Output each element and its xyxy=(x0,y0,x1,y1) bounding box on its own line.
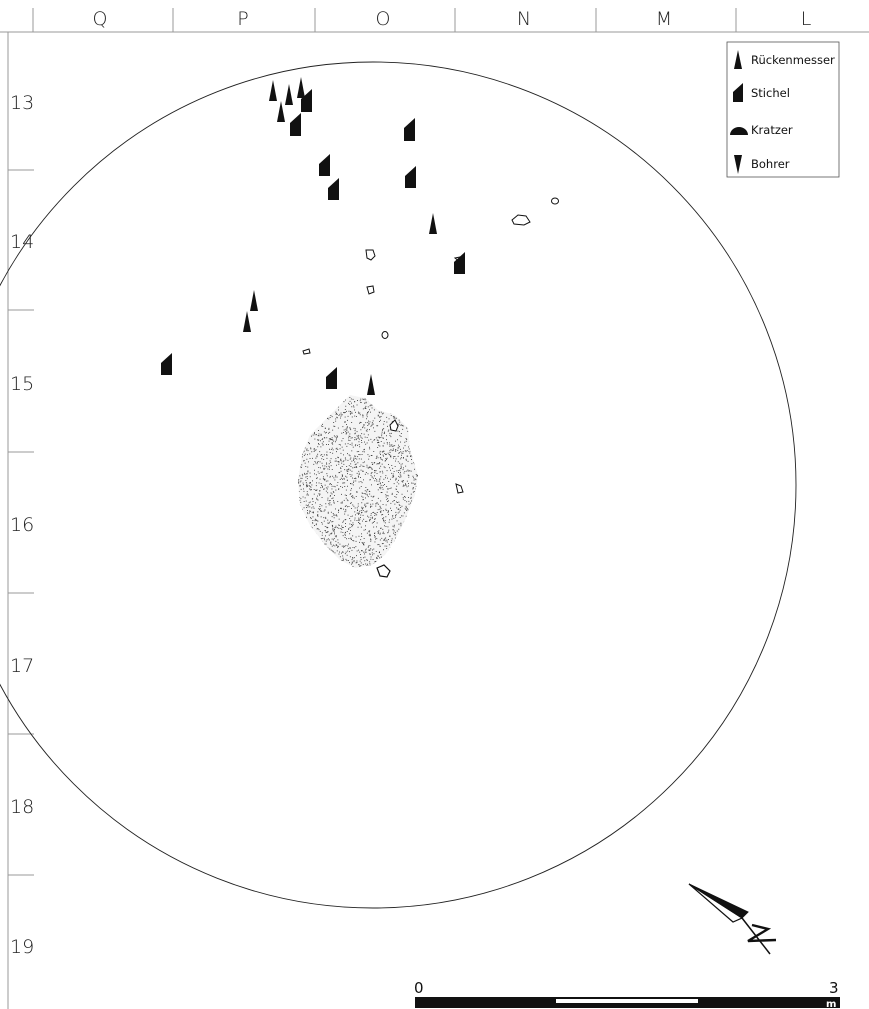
scale-bar-segment xyxy=(556,999,698,1003)
backed-blade-triangle-icon xyxy=(277,101,285,122)
scale-bar: 0 3 m xyxy=(414,979,840,1009)
row-label-15: 15 xyxy=(10,373,34,395)
stone xyxy=(303,349,310,354)
burin-trapezoid-icon xyxy=(328,178,339,200)
north-letter-n xyxy=(748,925,776,941)
row-label-16: 16 xyxy=(10,514,34,536)
backed-blade-triangle-icon xyxy=(250,290,258,311)
column-label-p: P xyxy=(237,8,248,30)
scale-unit-label: m xyxy=(826,999,836,1009)
burin-trapezoid-icon xyxy=(405,166,416,188)
stone xyxy=(512,215,530,225)
north-arrow-needle xyxy=(689,884,742,922)
row-label-13: 13 xyxy=(10,92,34,114)
burin-trapezoid-icon xyxy=(290,113,301,136)
scale-end-label: 3 xyxy=(829,979,839,997)
backed-blade-triangle-icon xyxy=(243,311,251,332)
burin-trapezoid-icon xyxy=(161,353,172,375)
column-label-q: Q xyxy=(93,8,108,30)
backed-blade-triangle-icon xyxy=(429,213,437,234)
backed-blade-triangle-icon xyxy=(297,77,305,98)
legend-label-bohrer: Bohrer xyxy=(751,157,790,171)
legend-label-stichel: Stichel xyxy=(751,86,790,100)
stone xyxy=(552,198,559,204)
legend: Rückenmesser Stichel Kratzer Bohrer xyxy=(727,42,839,177)
north-arrow-icon xyxy=(689,884,776,954)
stone xyxy=(367,286,374,294)
scale-start-label: 0 xyxy=(414,979,424,997)
legend-label-kratzer: Kratzer xyxy=(751,123,793,137)
row-label-18: 18 xyxy=(10,796,34,818)
stone xyxy=(456,484,463,493)
stone xyxy=(382,332,388,339)
row-label-17: 17 xyxy=(10,655,34,677)
north-arrow-needle-fill xyxy=(689,884,748,918)
hearth-outline xyxy=(298,395,418,568)
row-label-14: 14 xyxy=(10,231,34,253)
burin-trapezoid-icon xyxy=(404,118,415,141)
burin-trapezoid-icon xyxy=(454,252,465,274)
stone xyxy=(366,250,375,260)
row-axis: 13 14 15 16 17 18 19 xyxy=(8,32,34,1009)
backed-blade-triangle-icon xyxy=(269,80,277,101)
legend-label-rueckenmesser: Rückenmesser xyxy=(751,53,835,67)
hearth-area xyxy=(296,393,421,571)
artifact-finds xyxy=(161,77,465,395)
burin-trapezoid-icon xyxy=(319,154,330,176)
column-label-m: M xyxy=(656,8,672,30)
burin-trapezoid-icon xyxy=(326,367,337,389)
backed-blade-triangle-icon xyxy=(367,374,375,395)
row-label-19: 19 xyxy=(10,936,34,958)
stone xyxy=(377,565,390,577)
column-label-n: N xyxy=(517,8,531,30)
backed-blade-triangle-icon xyxy=(285,84,293,105)
column-header: Q P O N M L xyxy=(0,8,869,32)
column-label-o: O xyxy=(376,8,391,30)
column-label-l: L xyxy=(801,8,812,30)
